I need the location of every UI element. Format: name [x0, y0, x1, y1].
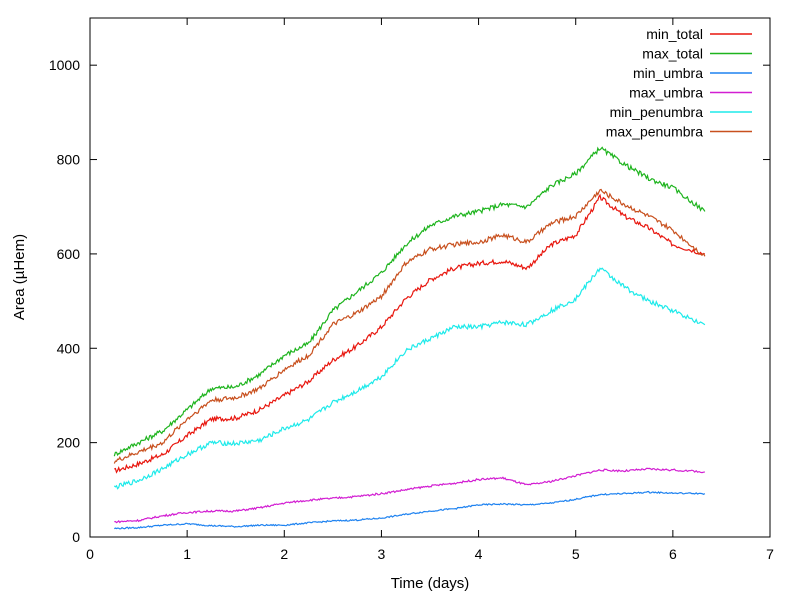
- series-line-max-penumbra: [113, 188, 706, 464]
- series-line-min-total: [114, 193, 705, 474]
- plot-frame: [89, 17, 771, 538]
- x-tick-label: 0: [86, 546, 94, 562]
- x-tick-label: 6: [669, 546, 677, 562]
- axes: 0 1 2 3 4 5 6 7 0 200 400 600 800 1000: [49, 18, 774, 562]
- x-tick-label: 3: [378, 546, 386, 562]
- legend-label: max_penumbra: [606, 124, 703, 140]
- y-axis-title: Area (µHem): [11, 234, 28, 320]
- y-tick-label: 0: [72, 529, 80, 545]
- legend-label: min_penumbra: [610, 104, 704, 120]
- legend-label: min_umbra: [633, 65, 703, 81]
- y-tick-label: 200: [57, 435, 81, 451]
- x-tick-label: 7: [766, 546, 774, 562]
- series-layer: [113, 146, 706, 530]
- legend-label: min_total: [646, 26, 703, 42]
- series-line-min-penumbra: [113, 267, 706, 490]
- series-line-min-umbra: [114, 490, 706, 530]
- series-line-max-total: [113, 146, 706, 457]
- x-tick-label: 1: [183, 546, 191, 562]
- series-line-max-umbra: [114, 467, 706, 524]
- legend: min_total max_total min_umbra max_umbra min_…: [606, 26, 752, 140]
- x-tick-label: 5: [572, 546, 580, 562]
- y-tick-label: 600: [57, 246, 81, 262]
- y-tick-label: 1000: [49, 57, 80, 73]
- legend-label: max_total: [642, 46, 703, 62]
- x-tick-label: 4: [475, 546, 483, 562]
- x-tick-label: 2: [280, 546, 288, 562]
- x-axis-title: Time (days): [391, 575, 470, 592]
- y-tick-label: 400: [57, 340, 81, 356]
- legend-label: max_umbra: [629, 85, 703, 101]
- y-tick-label: 800: [57, 152, 81, 168]
